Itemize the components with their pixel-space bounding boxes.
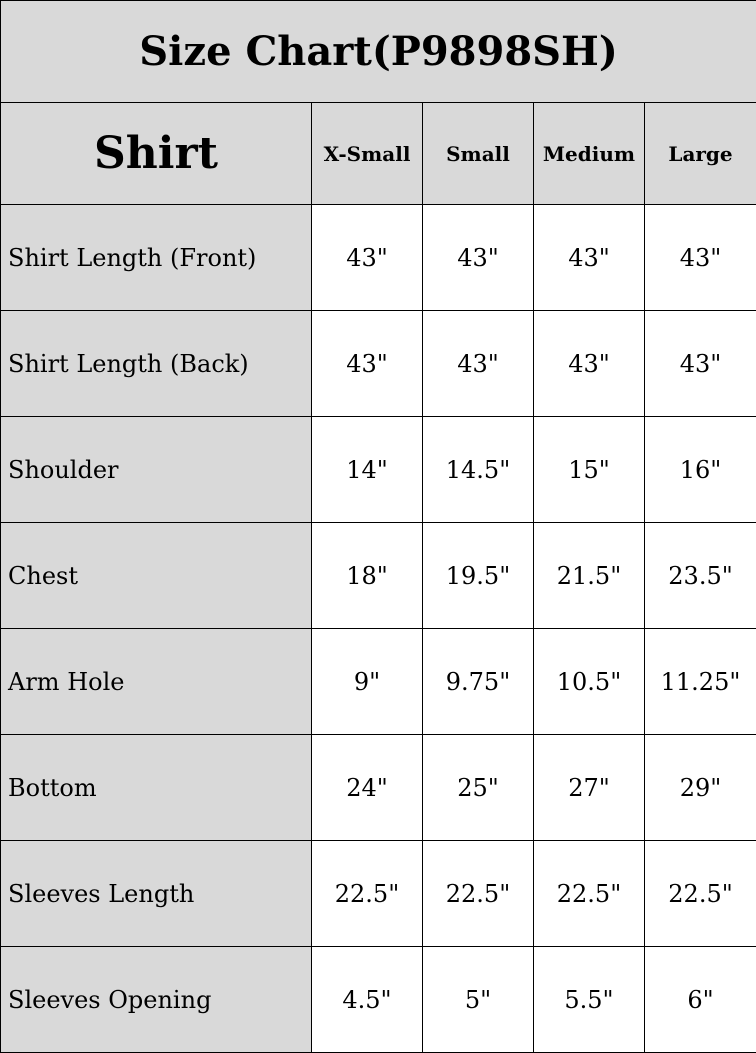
measurement-value: 5" [423, 947, 534, 1053]
measurement-value: 22.5" [423, 841, 534, 947]
measurement-value: 14" [312, 417, 423, 523]
measurement-label: Bottom [1, 735, 312, 841]
size-header-medium: Medium [534, 103, 645, 205]
size-header-small: Small [423, 103, 534, 205]
measurement-value: 11.25" [645, 629, 756, 735]
measurement-value: 9" [312, 629, 423, 735]
measurement-label: Shirt Length (Back) [1, 311, 312, 417]
measurement-value: 10.5" [534, 629, 645, 735]
measurement-value: 21.5" [534, 523, 645, 629]
measurement-value: 43" [423, 205, 534, 311]
measurement-value: 43" [423, 311, 534, 417]
measurement-value: 29" [645, 735, 756, 841]
measurement-label: Sleeves Length [1, 841, 312, 947]
measurement-value: 24" [312, 735, 423, 841]
measurement-value: 43" [534, 311, 645, 417]
size-header-large: Large [645, 103, 756, 205]
measurement-value: 14.5" [423, 417, 534, 523]
measurement-value: 19.5" [423, 523, 534, 629]
chart-title: Size Chart(P9898SH) [1, 1, 756, 103]
measurement-value: 25" [423, 735, 534, 841]
measurement-value: 16" [645, 417, 756, 523]
measurement-value: 43" [312, 311, 423, 417]
section-header: Shirt [1, 103, 312, 205]
measurement-label: Shirt Length (Front) [1, 205, 312, 311]
measurement-value: 43" [312, 205, 423, 311]
size-header-x-small: X-Small [312, 103, 423, 205]
measurement-value: 5.5" [534, 947, 645, 1053]
measurement-value: 43" [645, 205, 756, 311]
measurement-label: Sleeves Opening [1, 947, 312, 1053]
table-row: Shirt Length (Front)43"43"43"43" [1, 205, 756, 311]
measurement-value: 22.5" [534, 841, 645, 947]
measurement-value: 23.5" [645, 523, 756, 629]
measurement-value: 43" [534, 205, 645, 311]
measurement-value: 18" [312, 523, 423, 629]
measurement-label: Arm Hole [1, 629, 312, 735]
measurement-value: 22.5" [312, 841, 423, 947]
measurement-label: Shoulder [1, 417, 312, 523]
measurement-value: 9.75" [423, 629, 534, 735]
header-row: Shirt X-Small Small Medium Large [1, 103, 756, 205]
measurement-value: 27" [534, 735, 645, 841]
measurement-value: 15" [534, 417, 645, 523]
measurement-value: 6" [645, 947, 756, 1053]
measurement-value: 4.5" [312, 947, 423, 1053]
measurement-value: 43" [645, 311, 756, 417]
measurement-label: Chest [1, 523, 312, 629]
measurement-value: 22.5" [645, 841, 756, 947]
table-row: Shirt Length (Back)43"43"43"43" [1, 311, 756, 417]
